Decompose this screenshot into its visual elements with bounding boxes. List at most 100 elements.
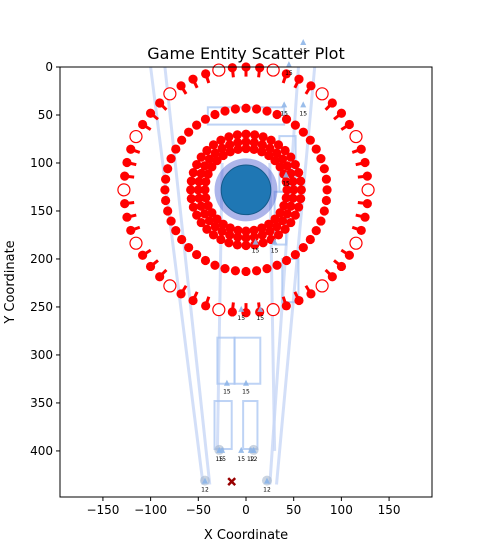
ring-dot [210,222,220,232]
marker-label: 15 [237,456,245,463]
ring-dot [194,193,204,203]
ring-dot [257,223,267,233]
ring-dot [225,147,235,157]
x-tick-label: 50 [286,503,301,517]
x-tick-label: −150 [86,503,119,517]
ring-dot [203,169,213,179]
marker-label: 15 [252,248,260,255]
ring-dot [210,148,220,158]
tree-marker [263,477,270,484]
ring-dot [138,119,148,130]
ring-dot [298,127,308,137]
ring-dot [327,98,337,108]
ring-dot [225,230,235,240]
ring-dot-hollow [361,183,375,197]
ring-dot [200,185,210,195]
ring-dot [193,185,203,195]
ring-dot [258,238,268,248]
ring-dot [201,177,211,187]
ring-dot [241,129,251,139]
ring-dot [286,217,296,228]
marker-label: 15 [299,48,307,55]
ring-dot [264,150,274,161]
ring-dot [281,255,292,266]
ring-dot [210,109,220,120]
path-line [149,66,205,485]
ring-dot [281,193,291,203]
ring-dot [298,242,308,253]
ring-dot [249,144,259,154]
ring-dot [241,308,251,318]
ring-dot [277,216,288,226]
ring-dot-hollow [163,87,177,101]
marker-triangle [281,101,288,108]
tree-label: 12 [250,456,258,463]
marker-triangle [223,379,230,386]
ring-dot [249,225,259,235]
ring-dot [163,164,173,174]
ring-dot-hollow [163,279,177,293]
tree-label: 12 [201,487,209,494]
ring-dot [257,147,267,157]
plot-content [117,62,375,487]
ring-dot [216,135,226,145]
ring-dot [319,206,329,216]
ring-dot-hollow [212,303,226,317]
ring-dot [277,154,288,164]
marker-triangle [243,379,249,386]
ring-dot [316,216,326,226]
ring-dot [306,81,316,91]
ring-dot [171,144,181,154]
ring-dot [305,135,315,145]
ring-dot [257,230,267,240]
box-outline [233,336,262,385]
x-tick-label: −50 [186,503,211,517]
marker-triangle [247,446,254,453]
ring-dot [344,250,354,260]
ring-dot [220,264,230,274]
ring-dot [201,301,211,311]
ring-dot [188,202,198,212]
ring-dot [290,120,300,130]
marker-triangle [300,39,307,46]
ring-dot [321,195,331,206]
ring-dot [290,210,300,220]
ring-dot-hollow [129,129,143,144]
ring-dot [257,140,267,150]
box-outline [242,400,259,451]
chart-title: Game Entity Scatter Plot [147,44,344,63]
ring-dot [192,210,202,220]
ring-dot [196,152,206,162]
ring-dot [232,130,242,140]
inner-ring-2 [193,137,299,243]
marker-label: 15 [271,248,279,255]
marker-triangle [300,101,307,108]
ring-dot [275,162,285,172]
ring-dot [286,152,296,162]
ring-dot [286,168,296,179]
marker-label: 15 [237,315,245,322]
ring-dot-hollow [266,303,280,317]
ring-dot [184,127,194,137]
ring-dot [188,168,198,178]
ring-dot [305,234,315,245]
ring-dot [186,193,196,204]
marker-label: 12 [247,456,255,463]
y-tick-label: 100 [30,156,53,170]
ring-dot [210,260,220,270]
middle-ring [160,103,332,277]
ring-dot [194,176,204,187]
marker-label: 15 [256,315,264,322]
ring-dot [294,295,304,306]
ring-dot [232,240,242,250]
ring-dot [212,214,222,224]
ring-dot [319,164,329,174]
path-line [163,66,212,485]
ring-dot [281,301,291,311]
ring-dot [203,201,213,211]
ring-dot [241,143,251,154]
ring-dot [227,63,237,73]
ring-dot [258,132,268,142]
ring-dot [155,98,165,108]
